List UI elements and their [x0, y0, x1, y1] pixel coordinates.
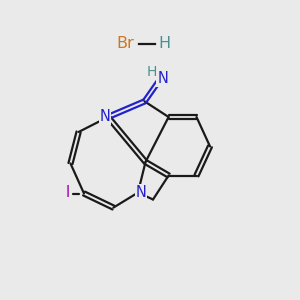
- Text: N: N: [100, 109, 110, 124]
- Text: I: I: [65, 185, 70, 200]
- Text: H: H: [158, 36, 170, 51]
- Text: N: N: [158, 71, 168, 86]
- Text: N: N: [136, 185, 146, 200]
- Text: Br: Br: [117, 36, 134, 51]
- Text: H: H: [147, 65, 157, 79]
